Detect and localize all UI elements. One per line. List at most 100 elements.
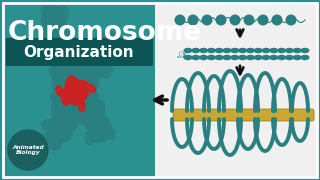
- Ellipse shape: [48, 133, 62, 149]
- Ellipse shape: [77, 80, 85, 92]
- Ellipse shape: [57, 99, 77, 117]
- Ellipse shape: [75, 87, 97, 104]
- Ellipse shape: [45, 12, 59, 27]
- Ellipse shape: [48, 122, 61, 139]
- Ellipse shape: [83, 58, 99, 77]
- Ellipse shape: [51, 16, 67, 28]
- Ellipse shape: [90, 51, 108, 68]
- Ellipse shape: [293, 55, 302, 60]
- Ellipse shape: [87, 118, 99, 133]
- Ellipse shape: [81, 83, 91, 93]
- Ellipse shape: [56, 106, 72, 124]
- Ellipse shape: [52, 95, 67, 114]
- Ellipse shape: [77, 62, 94, 80]
- FancyBboxPatch shape: [173, 109, 314, 121]
- Ellipse shape: [71, 82, 87, 103]
- Ellipse shape: [63, 109, 78, 128]
- Ellipse shape: [53, 31, 68, 48]
- Ellipse shape: [51, 29, 67, 46]
- Ellipse shape: [54, 45, 74, 62]
- Ellipse shape: [71, 79, 88, 101]
- Ellipse shape: [56, 74, 78, 93]
- Ellipse shape: [88, 113, 103, 126]
- Ellipse shape: [92, 46, 109, 64]
- Ellipse shape: [81, 57, 99, 73]
- Ellipse shape: [44, 28, 58, 45]
- Ellipse shape: [69, 75, 87, 96]
- Ellipse shape: [46, 11, 58, 27]
- Ellipse shape: [67, 86, 79, 94]
- Ellipse shape: [100, 33, 113, 50]
- Text: Organization: Organization: [24, 44, 134, 60]
- Ellipse shape: [76, 78, 93, 100]
- Ellipse shape: [63, 82, 85, 98]
- Ellipse shape: [58, 93, 76, 114]
- Ellipse shape: [71, 75, 92, 93]
- Ellipse shape: [88, 51, 103, 70]
- Ellipse shape: [45, 35, 62, 50]
- Ellipse shape: [77, 92, 97, 110]
- Ellipse shape: [47, 47, 68, 63]
- Ellipse shape: [91, 120, 108, 134]
- Ellipse shape: [73, 87, 81, 100]
- Ellipse shape: [73, 73, 91, 95]
- Ellipse shape: [238, 55, 247, 60]
- Ellipse shape: [77, 106, 94, 121]
- Ellipse shape: [72, 80, 81, 91]
- Ellipse shape: [74, 78, 95, 97]
- FancyBboxPatch shape: [6, 38, 153, 66]
- Ellipse shape: [54, 57, 73, 74]
- Ellipse shape: [70, 93, 82, 101]
- Ellipse shape: [78, 86, 89, 94]
- Circle shape: [188, 15, 198, 26]
- Ellipse shape: [69, 85, 91, 102]
- Ellipse shape: [102, 39, 119, 52]
- Ellipse shape: [52, 125, 68, 139]
- Ellipse shape: [102, 40, 116, 57]
- Circle shape: [285, 15, 297, 26]
- Ellipse shape: [70, 85, 82, 94]
- Ellipse shape: [62, 91, 80, 111]
- Ellipse shape: [65, 78, 73, 90]
- Ellipse shape: [75, 100, 93, 118]
- Ellipse shape: [90, 121, 103, 135]
- Ellipse shape: [88, 122, 103, 136]
- Ellipse shape: [66, 87, 74, 99]
- Ellipse shape: [88, 109, 106, 125]
- Ellipse shape: [60, 118, 78, 134]
- Ellipse shape: [85, 119, 103, 133]
- Ellipse shape: [67, 86, 79, 94]
- Ellipse shape: [66, 75, 86, 96]
- Ellipse shape: [222, 48, 231, 53]
- Ellipse shape: [48, 120, 61, 137]
- Ellipse shape: [41, 4, 54, 19]
- Ellipse shape: [87, 112, 104, 128]
- Ellipse shape: [269, 55, 278, 60]
- Ellipse shape: [86, 57, 105, 72]
- Circle shape: [174, 15, 186, 26]
- Ellipse shape: [57, 60, 75, 80]
- Ellipse shape: [41, 119, 58, 132]
- Ellipse shape: [261, 55, 270, 60]
- Ellipse shape: [65, 82, 85, 99]
- Ellipse shape: [50, 128, 63, 144]
- Ellipse shape: [52, 112, 68, 131]
- Ellipse shape: [63, 88, 74, 98]
- Ellipse shape: [66, 75, 75, 87]
- Ellipse shape: [99, 119, 112, 133]
- Ellipse shape: [51, 16, 63, 31]
- Ellipse shape: [95, 54, 112, 72]
- Bar: [155, 3, 317, 177]
- Ellipse shape: [67, 94, 78, 102]
- Ellipse shape: [53, 20, 67, 34]
- Ellipse shape: [75, 86, 86, 96]
- Ellipse shape: [269, 48, 278, 53]
- Ellipse shape: [230, 48, 239, 53]
- Ellipse shape: [63, 91, 81, 112]
- Ellipse shape: [238, 48, 247, 53]
- Ellipse shape: [68, 93, 80, 101]
- Ellipse shape: [84, 89, 100, 110]
- Ellipse shape: [55, 57, 71, 78]
- Ellipse shape: [59, 33, 74, 50]
- Ellipse shape: [88, 53, 106, 71]
